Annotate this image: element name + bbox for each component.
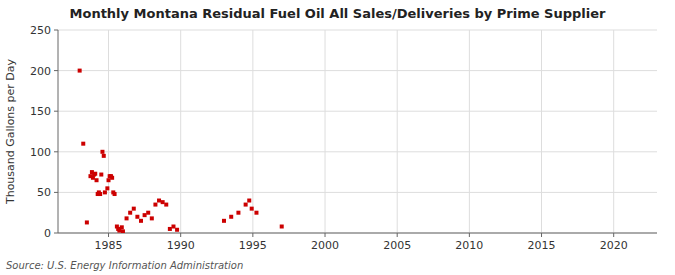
tick-label: 2000 [311, 239, 339, 252]
point [236, 211, 240, 215]
grid-line [397, 30, 398, 233]
point [244, 203, 248, 207]
point [121, 229, 125, 233]
x-axis [58, 233, 657, 234]
tick-label: 0 [44, 227, 51, 240]
point [135, 215, 139, 219]
point [99, 173, 103, 177]
point [168, 227, 172, 231]
point [78, 69, 82, 73]
grid-line [613, 30, 614, 233]
grid-line [58, 192, 657, 193]
tick [613, 233, 614, 237]
point [247, 199, 251, 203]
point [81, 142, 85, 146]
point [171, 225, 175, 229]
point [250, 207, 254, 211]
tick [54, 30, 58, 31]
point [164, 203, 168, 207]
tick [54, 192, 58, 193]
point [85, 220, 89, 224]
point [139, 219, 143, 223]
tick-label: 2010 [455, 239, 483, 252]
tick-label: 2020 [600, 239, 628, 252]
tick [325, 233, 326, 237]
tick [54, 111, 58, 112]
point [222, 219, 226, 223]
tick-label: 1995 [239, 239, 267, 252]
grid-line [58, 233, 657, 234]
tick-label: 150 [30, 105, 51, 118]
tick [541, 233, 542, 237]
tick [252, 233, 253, 237]
point [132, 207, 136, 211]
tick [54, 70, 58, 71]
point [125, 216, 129, 220]
point [102, 154, 106, 158]
point [110, 176, 114, 180]
tick-label: 2005 [383, 239, 411, 252]
grid-line [58, 30, 657, 31]
grid-line [58, 151, 657, 152]
tick [54, 233, 58, 234]
grid-line [252, 30, 253, 233]
tick [397, 233, 398, 237]
point [98, 192, 102, 196]
point [107, 178, 111, 182]
tick-label: 1985 [95, 239, 123, 252]
point [93, 172, 97, 176]
grid-line [108, 30, 109, 233]
tick [108, 233, 109, 237]
point [113, 192, 117, 196]
title: Monthly Montana Residual Fuel Oil All Sa… [70, 6, 607, 21]
point [100, 150, 104, 154]
point [128, 211, 132, 215]
points [78, 69, 284, 233]
point [153, 203, 157, 207]
point [161, 200, 165, 204]
grid [58, 30, 657, 233]
point [120, 225, 124, 229]
tick [54, 151, 58, 152]
point [157, 199, 161, 203]
grid-line [58, 70, 657, 71]
y-label: Thousand Gallons per Day [4, 58, 17, 205]
point [143, 213, 147, 217]
grid-line [180, 30, 181, 233]
y-axis [58, 30, 59, 233]
point [229, 215, 233, 219]
point [254, 211, 258, 215]
tick [180, 233, 181, 237]
point [146, 211, 150, 215]
point [105, 186, 109, 190]
tick-label: 200 [30, 65, 51, 78]
tick-label: 50 [37, 186, 51, 199]
point [280, 225, 284, 229]
chart: Monthly Montana Residual Fuel Oil All Sa… [0, 0, 675, 275]
grid-line [325, 30, 326, 233]
grid-line [58, 111, 657, 112]
point [175, 228, 179, 232]
source: Source: U.S. Energy Information Administ… [6, 260, 243, 271]
point [103, 190, 107, 194]
tick-label: 100 [30, 146, 51, 159]
tick-label: 1990 [167, 239, 195, 252]
tick-label: 2015 [528, 239, 556, 252]
point [150, 216, 154, 220]
grid-line [469, 30, 470, 233]
tick-label: 250 [30, 24, 51, 37]
grid-line [541, 30, 542, 233]
point [95, 178, 99, 182]
tick [469, 233, 470, 237]
